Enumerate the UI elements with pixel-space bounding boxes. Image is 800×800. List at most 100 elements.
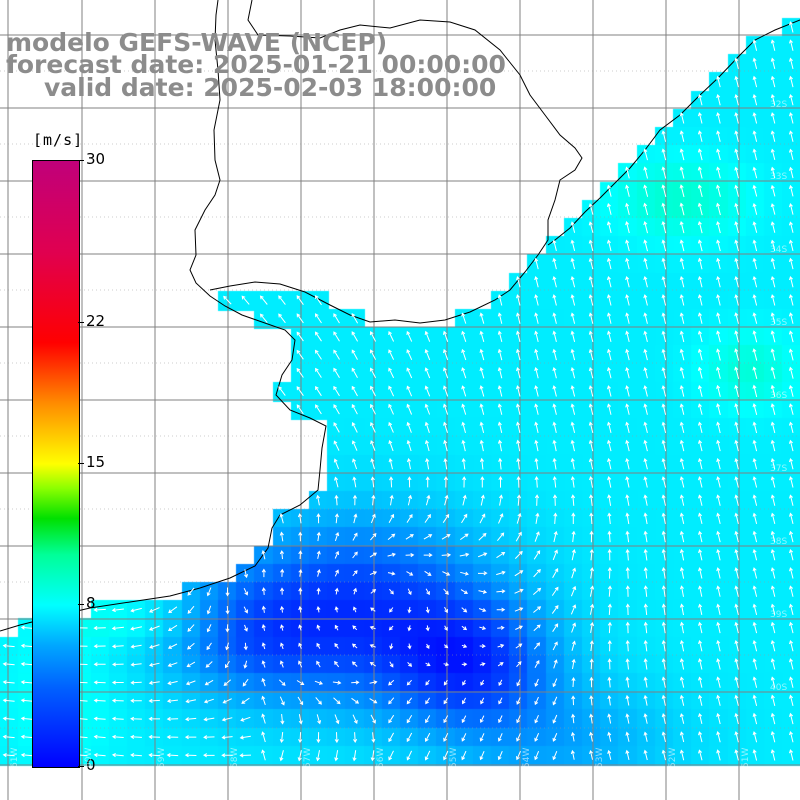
wind-arrow bbox=[643, 148, 648, 161]
wind-arrow bbox=[607, 403, 612, 415]
wind-arrow bbox=[533, 642, 541, 650]
wind-arrow bbox=[625, 512, 630, 525]
wind-arrow bbox=[625, 221, 630, 234]
wind-arrow bbox=[387, 533, 396, 540]
wind-arrow bbox=[498, 476, 503, 488]
wind-arrow bbox=[551, 605, 559, 614]
wind-arrow bbox=[770, 548, 776, 561]
wind-arrow bbox=[369, 331, 377, 342]
wind-arrow bbox=[498, 494, 503, 506]
wind-arrow bbox=[406, 513, 413, 523]
wind-arrow bbox=[716, 221, 721, 234]
wind-arrow bbox=[752, 749, 758, 761]
wind-arrow bbox=[679, 294, 685, 306]
wind-arrow bbox=[443, 697, 449, 705]
wind-arrow bbox=[387, 552, 396, 557]
wind-arrow bbox=[552, 294, 557, 306]
wind-arrow bbox=[770, 57, 776, 70]
wind-arrow bbox=[752, 403, 758, 416]
wind-arrow bbox=[770, 712, 776, 725]
wind-arrow bbox=[770, 130, 776, 142]
wind-arrow bbox=[552, 421, 557, 434]
wind-arrow bbox=[571, 640, 576, 651]
wind-arrow bbox=[2, 734, 15, 739]
wind-arrow bbox=[570, 476, 575, 488]
wind-arrow bbox=[424, 732, 431, 742]
wind-arrow bbox=[516, 275, 521, 288]
wind-arrow bbox=[770, 257, 776, 270]
wind-arrow bbox=[788, 312, 794, 324]
wind-arrow bbox=[370, 403, 376, 415]
wind-arrow bbox=[643, 713, 648, 724]
wind-arrow bbox=[423, 534, 433, 540]
wind-arrow bbox=[770, 585, 776, 597]
wind-arrow bbox=[533, 568, 541, 578]
wind-arrow bbox=[679, 148, 685, 161]
longitude-label: 51W bbox=[741, 747, 751, 768]
wind-arrow bbox=[789, 476, 794, 488]
wind-arrow bbox=[607, 385, 612, 397]
wind-arrow bbox=[443, 732, 449, 742]
wind-arrow bbox=[698, 731, 703, 743]
wind-arrow bbox=[697, 184, 703, 198]
wind-arrow bbox=[443, 439, 448, 452]
wind-arrow bbox=[661, 567, 666, 579]
wind-arrow bbox=[406, 458, 411, 470]
wind-arrow bbox=[130, 716, 142, 721]
wind-arrow bbox=[296, 680, 305, 685]
wind-arrow bbox=[643, 202, 649, 216]
wind-arrow bbox=[697, 366, 703, 379]
wind-arrow bbox=[625, 639, 630, 652]
wind-arrow bbox=[148, 753, 161, 758]
wind-arrow bbox=[333, 385, 340, 397]
wind-arrow bbox=[788, 221, 794, 233]
wind-arrow bbox=[239, 735, 251, 740]
wind-arrow bbox=[111, 716, 124, 721]
wind-arrow bbox=[298, 531, 303, 542]
wind-arrow bbox=[461, 330, 467, 342]
wind-arrow bbox=[716, 457, 721, 470]
wind-arrow bbox=[407, 643, 412, 650]
wind-arrow bbox=[407, 588, 412, 596]
wind-arrow bbox=[298, 660, 303, 668]
wind-arrow bbox=[643, 494, 648, 506]
wind-arrow bbox=[534, 531, 540, 542]
wind-arrow bbox=[424, 330, 431, 342]
wind-arrow bbox=[387, 571, 396, 576]
wind-arrow bbox=[478, 608, 487, 612]
wind-arrow bbox=[770, 658, 776, 670]
wind-arrow bbox=[552, 366, 557, 379]
wind-arrow bbox=[444, 606, 448, 614]
wind-arrow bbox=[734, 366, 740, 380]
wind-arrow bbox=[534, 733, 540, 742]
wind-arrow bbox=[167, 643, 178, 649]
wind-arrow bbox=[570, 385, 576, 397]
wind-arrow bbox=[552, 714, 558, 724]
wind-arrow bbox=[388, 403, 394, 415]
wind-arrow bbox=[93, 752, 106, 758]
wind-arrow bbox=[788, 439, 794, 452]
wind-arrow bbox=[752, 239, 758, 252]
wind-arrow bbox=[552, 568, 559, 578]
wind-arrow bbox=[661, 603, 666, 616]
wind-arrow bbox=[441, 534, 451, 540]
wind-arrow bbox=[734, 148, 739, 161]
wind-arrow bbox=[589, 603, 595, 615]
wind-arrow bbox=[770, 621, 776, 634]
wind-arrow bbox=[770, 93, 776, 106]
wind-arrow bbox=[716, 330, 721, 343]
wind-arrow bbox=[697, 220, 703, 234]
wind-arrow bbox=[425, 715, 431, 724]
wind-arrow bbox=[351, 349, 358, 360]
wind-arrow bbox=[93, 680, 106, 685]
wind-arrow bbox=[698, 494, 703, 506]
wind-arrow bbox=[788, 348, 794, 361]
latitude-label: 35S bbox=[770, 318, 788, 328]
wind-arrow bbox=[570, 294, 576, 306]
wind-arrow bbox=[370, 513, 376, 524]
wind-arrow bbox=[607, 330, 612, 343]
wind-arrow bbox=[369, 680, 378, 685]
wind-arrow bbox=[111, 698, 124, 703]
wind-arrow bbox=[716, 585, 721, 597]
wind-arrow bbox=[203, 753, 215, 758]
